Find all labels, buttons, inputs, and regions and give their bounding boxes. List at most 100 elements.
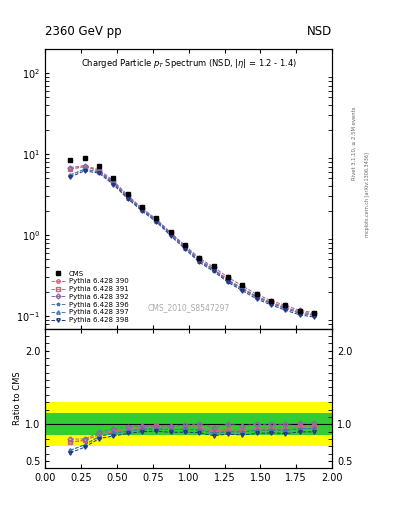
- Pythia 6.428 390: [240, 285, 245, 291]
- Pythia 6.428 390: [283, 304, 288, 310]
- Pythia 6.428 391: [269, 299, 274, 305]
- Pythia 6.428 391: [97, 168, 101, 174]
- Pythia 6.428 392: [140, 205, 144, 211]
- Pythia 6.428 391: [125, 194, 130, 200]
- Pythia 6.428 391: [312, 311, 316, 317]
- Pythia 6.428 396: [226, 278, 230, 284]
- Pythia 6.428 398: [82, 168, 87, 174]
- Pythia 6.428 398: [111, 181, 116, 187]
- Pythia 6.428 398: [140, 208, 144, 214]
- Pythia 6.428 390: [125, 194, 130, 200]
- Pythia 6.428 390: [183, 244, 187, 250]
- Pythia 6.428 392: [82, 162, 87, 168]
- Pythia 6.428 391: [283, 304, 288, 310]
- Text: CMS_2010_S8547297: CMS_2010_S8547297: [147, 303, 230, 312]
- Pythia 6.428 397: [254, 294, 259, 301]
- Pythia 6.428 397: [154, 218, 159, 224]
- Pythia 6.428 390: [154, 217, 159, 223]
- Pythia 6.428 396: [97, 169, 101, 175]
- Pythia 6.428 392: [312, 310, 316, 316]
- Pythia 6.428 391: [211, 266, 216, 272]
- Pythia 6.428 398: [197, 259, 202, 265]
- Pythia 6.428 391: [68, 166, 73, 172]
- Text: mcplots.cern.ch [arXiv:1306.3436]: mcplots.cern.ch [arXiv:1306.3436]: [365, 152, 371, 237]
- Pythia 6.428 392: [183, 243, 187, 249]
- Pythia 6.428 396: [283, 305, 288, 311]
- Pythia 6.428 392: [254, 291, 259, 297]
- Line: Pythia 6.428 392: Pythia 6.428 392: [68, 164, 316, 314]
- Pythia 6.428 390: [312, 311, 316, 317]
- Pythia 6.428 392: [168, 229, 173, 236]
- Pythia 6.428 391: [254, 293, 259, 300]
- Pythia 6.428 392: [197, 255, 202, 261]
- Pythia 6.428 392: [298, 307, 302, 313]
- Pythia 6.428 390: [211, 266, 216, 272]
- Pythia 6.428 396: [168, 231, 173, 238]
- Pythia 6.428 396: [269, 301, 274, 307]
- Pythia 6.428 398: [283, 307, 288, 313]
- Pythia 6.428 397: [240, 286, 245, 292]
- Pythia 6.428 396: [240, 286, 245, 292]
- Pythia 6.428 391: [168, 230, 173, 237]
- Pythia 6.428 396: [254, 294, 259, 301]
- Text: 2360 GeV pp: 2360 GeV pp: [45, 26, 122, 38]
- Text: Charged Particle $p_T$ Spectrum (NSD, $|\eta|$ = 1.2 - 1.4): Charged Particle $p_T$ Spectrum (NSD, $|…: [81, 57, 297, 70]
- Pythia 6.428 391: [154, 217, 159, 223]
- Y-axis label: Ratio to CMS: Ratio to CMS: [13, 372, 22, 425]
- Pythia 6.428 390: [97, 168, 101, 174]
- Pythia 6.428 397: [82, 166, 87, 172]
- Pythia 6.428 397: [183, 244, 187, 250]
- Pythia 6.428 391: [183, 244, 187, 250]
- Pythia 6.428 398: [240, 288, 245, 294]
- Pythia 6.428 397: [269, 301, 274, 307]
- Pythia 6.428 391: [111, 179, 116, 185]
- Legend: CMS, Pythia 6.428 390, Pythia 6.428 391, Pythia 6.428 392, Pythia 6.428 396, Pyt: CMS, Pythia 6.428 390, Pythia 6.428 391,…: [49, 268, 130, 325]
- Pythia 6.428 397: [211, 267, 216, 273]
- Text: NSD: NSD: [307, 26, 332, 38]
- Pythia 6.428 396: [68, 172, 73, 178]
- Pythia 6.428 397: [168, 231, 173, 238]
- Text: Rivet 3.1.10, ≥ 2.5M events: Rivet 3.1.10, ≥ 2.5M events: [352, 106, 357, 180]
- Pythia 6.428 397: [125, 195, 130, 201]
- Pythia 6.428 391: [226, 276, 230, 283]
- Pythia 6.428 391: [82, 163, 87, 169]
- Pythia 6.428 396: [154, 218, 159, 224]
- Line: Pythia 6.428 396: Pythia 6.428 396: [68, 167, 316, 317]
- Pythia 6.428 397: [68, 172, 73, 178]
- Pythia 6.428 390: [68, 166, 73, 172]
- Pythia 6.428 396: [197, 258, 202, 264]
- Line: Pythia 6.428 391: Pythia 6.428 391: [68, 165, 316, 316]
- Pythia 6.428 398: [298, 312, 302, 318]
- Pythia 6.428 392: [97, 166, 101, 173]
- Pythia 6.428 390: [168, 230, 173, 237]
- Pythia 6.428 391: [298, 309, 302, 315]
- Pythia 6.428 398: [97, 170, 101, 176]
- Pythia 6.428 392: [125, 192, 130, 198]
- Pythia 6.428 392: [154, 216, 159, 222]
- Pythia 6.428 390: [111, 179, 116, 185]
- Pythia 6.428 398: [269, 302, 274, 308]
- Pythia 6.428 398: [168, 232, 173, 239]
- Pythia 6.428 398: [154, 219, 159, 225]
- Pythia 6.428 390: [82, 163, 87, 169]
- Pythia 6.428 392: [211, 264, 216, 270]
- Pythia 6.428 398: [254, 296, 259, 302]
- Pythia 6.428 391: [240, 285, 245, 291]
- Pythia 6.428 396: [312, 312, 316, 318]
- Pythia 6.428 397: [97, 169, 101, 175]
- Pythia 6.428 390: [269, 299, 274, 305]
- Pythia 6.428 392: [240, 283, 245, 289]
- Pythia 6.428 390: [254, 293, 259, 300]
- Pythia 6.428 390: [140, 206, 144, 212]
- Pythia 6.428 398: [312, 314, 316, 320]
- Pythia 6.428 398: [226, 280, 230, 286]
- Line: Pythia 6.428 397: Pythia 6.428 397: [68, 167, 316, 317]
- Pythia 6.428 396: [125, 195, 130, 201]
- Pythia 6.428 392: [111, 178, 116, 184]
- Pythia 6.428 392: [283, 303, 288, 309]
- Pythia 6.428 396: [298, 310, 302, 316]
- Pythia 6.428 396: [111, 180, 116, 186]
- Pythia 6.428 397: [140, 207, 144, 213]
- Pythia 6.428 396: [211, 267, 216, 273]
- Pythia 6.428 391: [197, 257, 202, 263]
